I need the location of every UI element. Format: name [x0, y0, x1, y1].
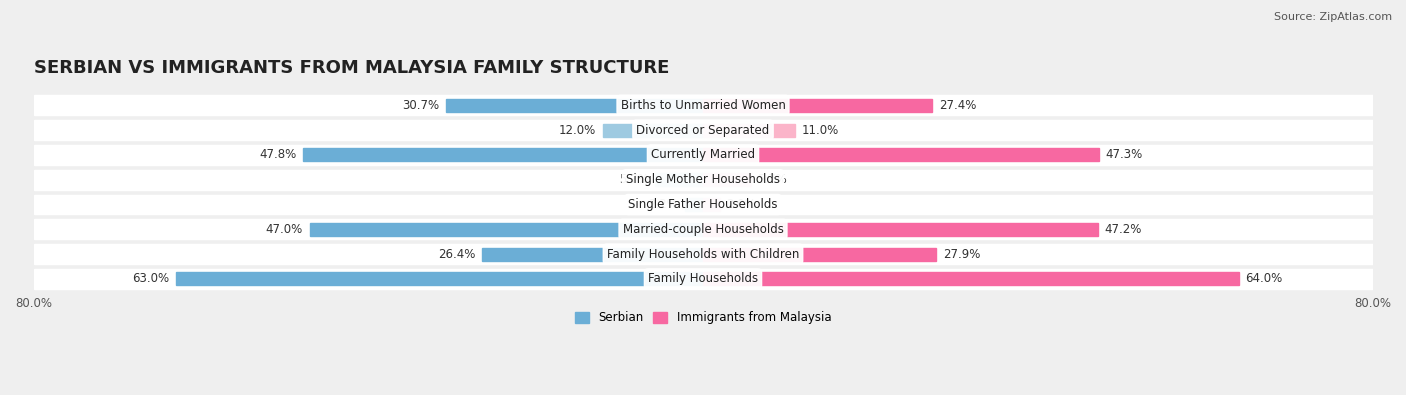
- Bar: [703, 124, 794, 137]
- Bar: [34, 170, 1372, 190]
- Text: 5.7%: 5.7%: [619, 173, 648, 186]
- Bar: [446, 99, 703, 112]
- Text: 47.0%: 47.0%: [266, 223, 302, 236]
- Bar: [655, 173, 703, 186]
- Bar: [34, 269, 1372, 289]
- Bar: [703, 223, 1098, 236]
- Text: 12.0%: 12.0%: [558, 124, 596, 137]
- Bar: [703, 99, 932, 112]
- Bar: [302, 149, 703, 161]
- Bar: [703, 248, 936, 261]
- Text: Single Mother Households: Single Mother Households: [626, 173, 780, 186]
- Text: Births to Unmarried Women: Births to Unmarried Women: [620, 99, 786, 112]
- Bar: [309, 223, 703, 236]
- Text: Family Households: Family Households: [648, 273, 758, 286]
- Bar: [603, 124, 703, 137]
- Text: 5.7%: 5.7%: [758, 173, 787, 186]
- Text: Family Households with Children: Family Households with Children: [607, 248, 799, 261]
- Text: 64.0%: 64.0%: [1246, 273, 1282, 286]
- Text: 11.0%: 11.0%: [801, 124, 839, 137]
- Bar: [34, 219, 1372, 239]
- Bar: [34, 195, 1372, 214]
- Bar: [34, 120, 1372, 140]
- Bar: [34, 145, 1372, 165]
- Text: 30.7%: 30.7%: [402, 99, 440, 112]
- Text: SERBIAN VS IMMIGRANTS FROM MALAYSIA FAMILY STRUCTURE: SERBIAN VS IMMIGRANTS FROM MALAYSIA FAMI…: [34, 59, 669, 77]
- Text: Source: ZipAtlas.com: Source: ZipAtlas.com: [1274, 12, 1392, 22]
- Text: 47.8%: 47.8%: [259, 149, 297, 162]
- Bar: [703, 198, 720, 211]
- Text: Divorced or Separated: Divorced or Separated: [637, 124, 769, 137]
- Legend: Serbian, Immigrants from Malaysia: Serbian, Immigrants from Malaysia: [569, 307, 837, 329]
- Text: 27.4%: 27.4%: [939, 99, 976, 112]
- Bar: [703, 273, 1239, 285]
- Text: 2.0%: 2.0%: [727, 198, 756, 211]
- Text: 47.2%: 47.2%: [1105, 223, 1142, 236]
- Text: 26.4%: 26.4%: [439, 248, 475, 261]
- Text: Married-couple Households: Married-couple Households: [623, 223, 783, 236]
- Bar: [703, 149, 1099, 161]
- Text: 63.0%: 63.0%: [132, 273, 169, 286]
- Text: 2.2%: 2.2%: [648, 198, 678, 211]
- Bar: [482, 248, 703, 261]
- Bar: [685, 198, 703, 211]
- Bar: [703, 173, 751, 186]
- Text: 47.3%: 47.3%: [1105, 149, 1143, 162]
- Text: 27.9%: 27.9%: [943, 248, 980, 261]
- Text: Currently Married: Currently Married: [651, 149, 755, 162]
- Bar: [176, 273, 703, 285]
- Bar: [34, 244, 1372, 264]
- Text: Single Father Households: Single Father Households: [628, 198, 778, 211]
- Bar: [34, 95, 1372, 115]
